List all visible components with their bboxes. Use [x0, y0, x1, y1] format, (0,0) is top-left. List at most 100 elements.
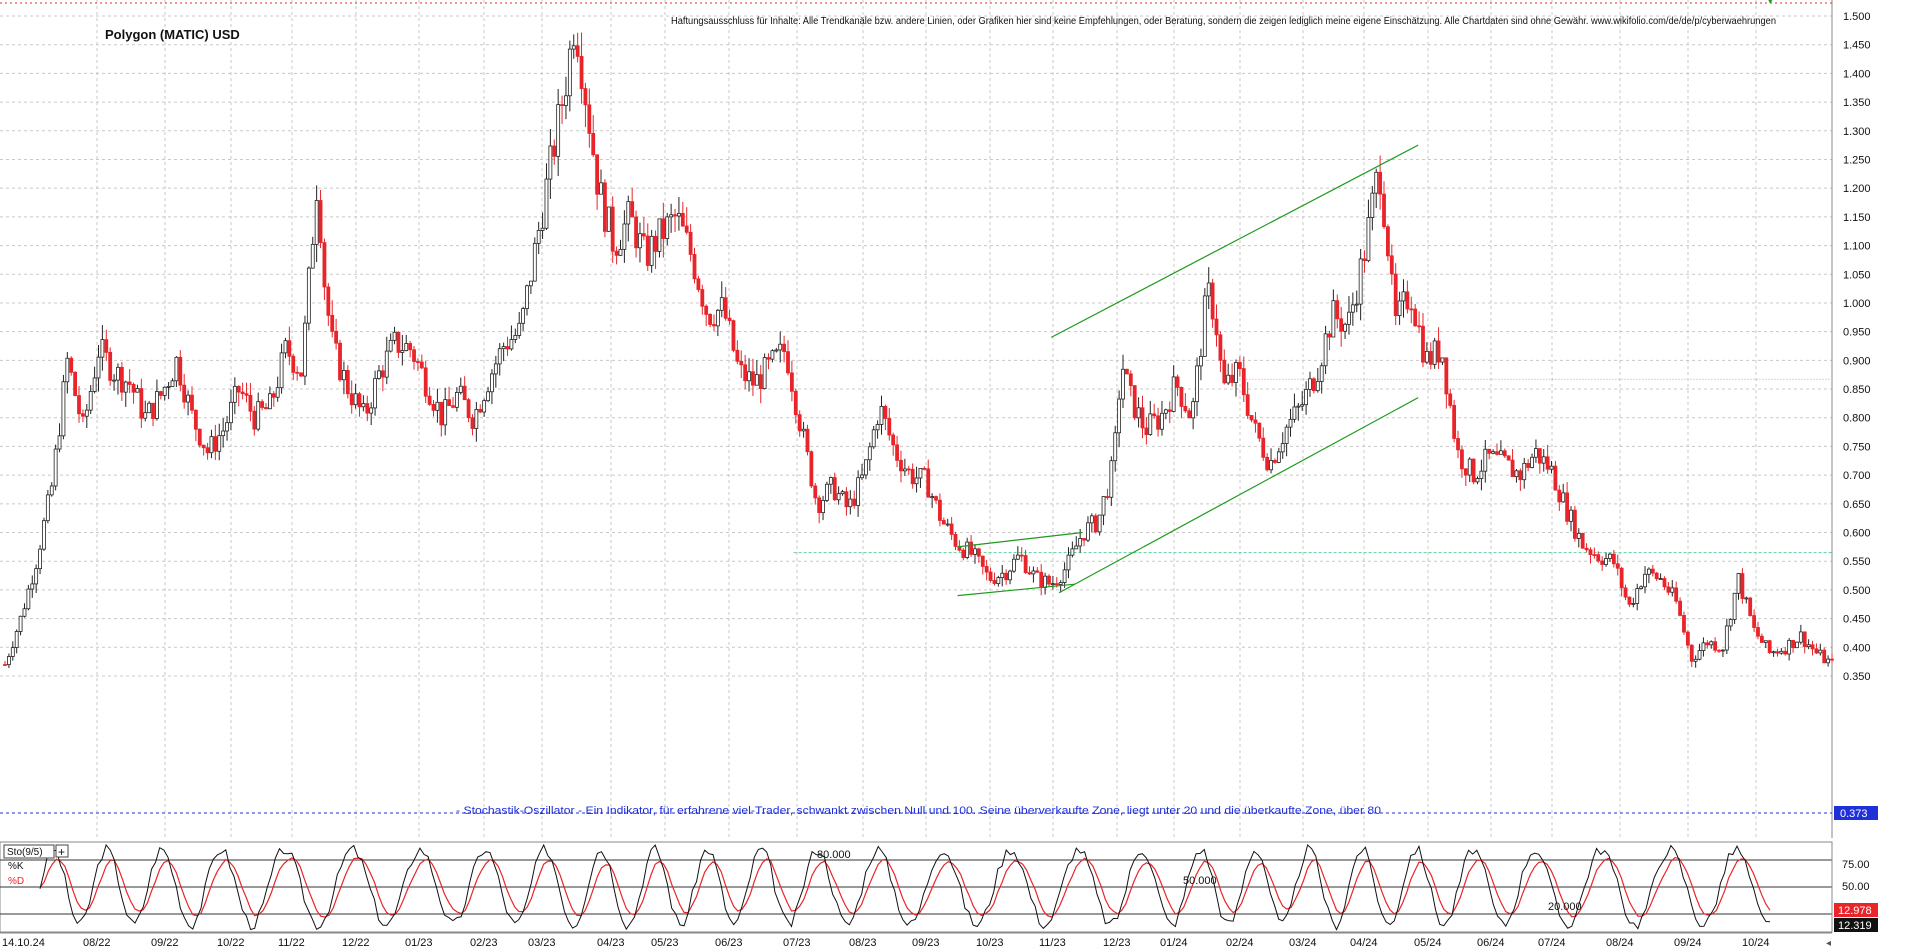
candle: [1253, 411, 1258, 433]
candle: [825, 481, 829, 503]
candle: [174, 355, 179, 388]
candle: [1748, 597, 1753, 617]
candle: [447, 386, 451, 407]
candle: [774, 347, 779, 353]
x-tick-label: 08/24: [1606, 937, 1634, 948]
candle: [1814, 643, 1819, 655]
osc-label: Sto(9/5): [7, 847, 43, 858]
candle: [1241, 356, 1246, 402]
y-tick-label: 1.400: [1843, 68, 1871, 80]
candle: [267, 386, 272, 410]
candle: [443, 387, 448, 436]
candle: [1015, 546, 1020, 561]
candle: [696, 275, 701, 293]
candle: [404, 334, 409, 352]
candle: [552, 139, 557, 165]
candle: [1370, 186, 1375, 231]
candle: [1752, 609, 1756, 632]
candle: [392, 326, 397, 345]
candle: [548, 128, 553, 199]
candle: [1401, 279, 1406, 318]
candle: [1409, 296, 1414, 324]
candle: [1386, 224, 1390, 261]
candle: [1304, 381, 1309, 415]
candle: [100, 325, 105, 371]
candle: [1144, 417, 1149, 445]
candle: [1798, 624, 1803, 645]
trend-line-upper-channel[interactable]: [1050, 144, 1419, 338]
y-tick-label: 0.750: [1843, 441, 1871, 453]
candle: [1779, 648, 1784, 655]
candle: [322, 238, 327, 301]
candle: [116, 363, 120, 395]
osc-label-box: [3, 844, 55, 859]
candle: [3, 660, 7, 666]
candle: [509, 325, 514, 351]
osc-k-series: [39, 843, 1771, 931]
candle: [669, 203, 674, 233]
candle: [427, 387, 432, 406]
x-tick-label: 12/23: [1103, 937, 1131, 948]
candle: [1421, 312, 1425, 368]
candle: [599, 169, 603, 195]
trend-line-flag-bottom[interactable]: [957, 583, 1075, 597]
candle: [22, 603, 27, 618]
candle: [1475, 476, 1480, 485]
osc-axis-50: 50.00: [1842, 881, 1870, 893]
candle: [201, 444, 206, 456]
candle: [69, 356, 74, 376]
candle: [1202, 288, 1207, 357]
candle: [1444, 357, 1449, 409]
candle: [1802, 631, 1807, 654]
candle: [603, 179, 607, 238]
oscillator-layer: [0, 842, 1833, 932]
candle: [451, 396, 455, 409]
candle: [470, 414, 475, 436]
candle: [353, 383, 358, 409]
x-tick-label: 06/23: [715, 937, 743, 948]
candle: [18, 615, 23, 636]
candle: [1308, 371, 1312, 397]
y-tick-label: 1.150: [1843, 212, 1871, 224]
candle: [1343, 322, 1347, 339]
candle: [1292, 393, 1297, 423]
candle: [1759, 633, 1764, 643]
plus-icon[interactable]: +: [58, 845, 65, 859]
x-tick-label: 01/23: [405, 937, 433, 948]
x-tick-label: 09/22: [151, 937, 179, 948]
candle: [1362, 250, 1367, 273]
candle: [435, 388, 440, 423]
osc-settings-button[interactable]: [55, 844, 69, 858]
trend-line-flag-top[interactable]: [957, 531, 1083, 548]
candle: [291, 353, 296, 380]
candle: [365, 395, 370, 422]
candle: [1132, 385, 1137, 421]
candle: [92, 366, 97, 394]
candle: [595, 154, 600, 210]
osc-d-value-badge: [1834, 918, 1878, 932]
candle: [832, 472, 837, 502]
candle: [1569, 506, 1573, 532]
candle: [1491, 449, 1495, 455]
candle: [1113, 425, 1118, 472]
candle: [108, 347, 113, 386]
x-tick-label: 06/24: [1477, 937, 1505, 948]
x-tick-label: 08/22: [83, 937, 111, 948]
candle: [217, 423, 222, 461]
candle: [930, 493, 935, 509]
candle: [1682, 611, 1686, 635]
candle: [712, 314, 716, 332]
trend-line-lower-channel[interactable]: [1058, 397, 1419, 594]
candle: [314, 185, 319, 263]
candle: [614, 246, 619, 265]
candle: [673, 208, 677, 233]
candle: [338, 339, 342, 382]
scroll-left-icon[interactable]: ◂: [1826, 938, 1831, 948]
candle: [848, 490, 853, 515]
candle: [423, 360, 428, 404]
candle: [474, 401, 479, 442]
candle: [1826, 655, 1831, 667]
candle: [739, 350, 744, 378]
candle: [264, 403, 268, 410]
candle: [303, 315, 307, 386]
